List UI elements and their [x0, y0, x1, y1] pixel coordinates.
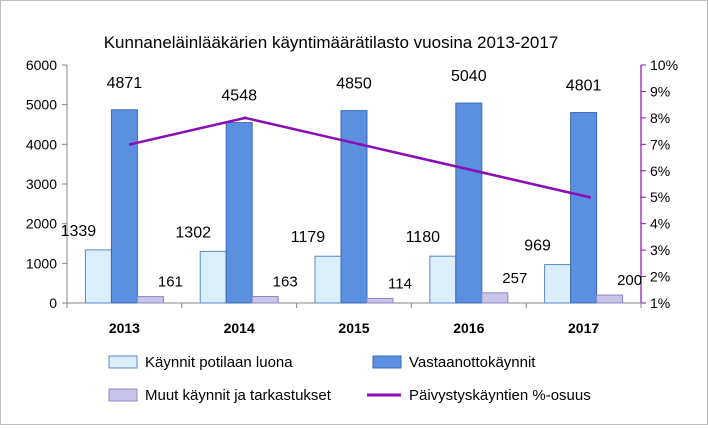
data-label: 200	[617, 272, 642, 289]
data-label: 1179	[291, 229, 326, 246]
bar-2015-s3	[366, 297, 394, 304]
data-label: 257	[502, 270, 527, 287]
bar-2014-s2	[225, 122, 253, 304]
data-label: 163	[273, 274, 298, 291]
data-label: 969	[524, 238, 551, 255]
line-point	[473, 169, 477, 173]
data-label: 114	[388, 275, 412, 292]
x-tick-label: 2013	[109, 320, 140, 336]
y2-tick-label: 5%	[650, 189, 670, 205]
data-label: 4871	[107, 75, 143, 92]
y-tick-label: 3000	[26, 176, 57, 192]
y2-tick-label: 7%	[650, 136, 670, 152]
legend-swatch	[372, 355, 402, 369]
x-tick-label: 2017	[568, 320, 599, 336]
bar-2014-s1	[199, 250, 227, 304]
bar-2013-s2	[110, 109, 138, 304]
y2-tick-label: 4%	[650, 216, 670, 232]
line-point	[358, 142, 362, 146]
line-point	[243, 116, 247, 120]
legend-swatch	[108, 388, 138, 402]
legend-label: Päivystyskäyntien %-osuus	[409, 387, 591, 404]
y-tick-label: 6000	[26, 57, 57, 73]
bar-2016-s1	[429, 255, 457, 304]
legend-label: Vastaanottokäynnit	[409, 354, 536, 371]
bar-2013-s1	[84, 249, 112, 304]
bar-2017-s3	[596, 294, 624, 304]
y2-tick-label: 10%	[650, 57, 678, 73]
y2-tick-label: 2%	[650, 269, 670, 285]
y-tick-label: 1000	[26, 255, 57, 271]
line-point	[588, 195, 592, 199]
bar-2013-s3	[136, 296, 164, 304]
legend-label: Muut käynnit ja tarkastukset	[145, 387, 332, 404]
y2-tick-label: 1%	[650, 295, 670, 311]
bar-2017-s1	[544, 264, 572, 304]
data-label: 1302	[175, 224, 211, 241]
bars	[84, 102, 624, 304]
y2-tick-label: 9%	[650, 83, 670, 99]
bar-2016-s3	[481, 292, 509, 304]
data-label: 1180	[406, 229, 441, 246]
legend-label: Käynnit potilaan luona	[145, 354, 293, 371]
y-tick-label: 2000	[26, 216, 57, 232]
legend-swatch	[108, 355, 138, 369]
bar-2017-s2	[570, 112, 598, 304]
data-label: 4548	[221, 88, 257, 105]
data-label: 5040	[451, 68, 487, 85]
data-label: 4850	[336, 76, 372, 93]
data-labels: 1339 1302 1179 1180 969 4871 4548 4850 5040 4801 1…	[61, 68, 643, 292]
line-point	[128, 142, 132, 146]
y2-tick-label: 3%	[650, 242, 670, 258]
data-label: 161	[158, 274, 183, 291]
y-tick-label: 0	[49, 295, 57, 311]
legend: Käynnit potilaan luona Vastaanottokäynnit…	[108, 354, 591, 404]
x-tick-label: 2015	[338, 320, 369, 336]
bar-2014-s3	[251, 296, 279, 304]
data-label: 4801	[566, 78, 602, 95]
y2-tick-label: 8%	[650, 110, 670, 126]
line-layer	[128, 116, 592, 199]
bar-2016-s2	[455, 102, 483, 304]
bar-2015-s1	[314, 255, 342, 304]
data-label: 1339	[61, 223, 97, 240]
y-tick-label: 5000	[26, 97, 57, 113]
bar-2015-s2	[340, 110, 368, 304]
x-tick-label: 2014	[224, 320, 255, 336]
y2-tick-label: 6%	[650, 163, 670, 179]
chart-title: Kunnaneläinlääkärien käyntimäärätilasto …	[104, 33, 559, 52]
x-tick-label: 2016	[453, 320, 484, 336]
y-tick-label: 4000	[26, 136, 57, 152]
